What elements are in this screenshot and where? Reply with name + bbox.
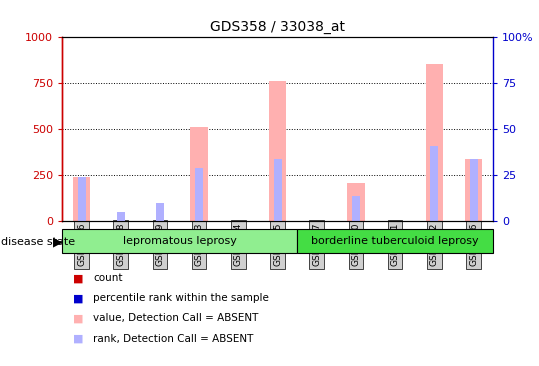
Text: percentile rank within the sample: percentile rank within the sample xyxy=(93,293,269,303)
Bar xyxy=(190,127,208,221)
Bar xyxy=(469,158,478,221)
Bar xyxy=(426,64,443,221)
Bar xyxy=(297,229,493,253)
Bar xyxy=(269,81,286,221)
Text: ■: ■ xyxy=(73,273,83,283)
Text: ■: ■ xyxy=(73,333,83,344)
Text: value, Detection Call = ABSENT: value, Detection Call = ABSENT xyxy=(93,313,259,324)
Text: disease state: disease state xyxy=(1,236,75,247)
Bar xyxy=(78,177,86,221)
Text: rank, Detection Call = ABSENT: rank, Detection Call = ABSENT xyxy=(93,333,254,344)
Text: ■: ■ xyxy=(73,313,83,324)
Bar xyxy=(117,212,125,221)
Bar xyxy=(156,203,164,221)
Bar xyxy=(195,168,203,221)
Bar xyxy=(347,183,365,221)
Bar xyxy=(352,195,360,221)
Text: count: count xyxy=(93,273,123,283)
Bar xyxy=(431,146,438,221)
Text: ▶: ▶ xyxy=(53,235,63,248)
Bar xyxy=(62,229,297,253)
Bar xyxy=(274,158,281,221)
Bar xyxy=(465,158,482,221)
Text: lepromatous leprosy: lepromatous leprosy xyxy=(123,236,237,246)
Text: ■: ■ xyxy=(73,293,83,303)
Text: borderline tuberculoid leprosy: borderline tuberculoid leprosy xyxy=(312,236,479,246)
Title: GDS358 / 33038_at: GDS358 / 33038_at xyxy=(210,20,345,34)
Bar xyxy=(73,177,91,221)
